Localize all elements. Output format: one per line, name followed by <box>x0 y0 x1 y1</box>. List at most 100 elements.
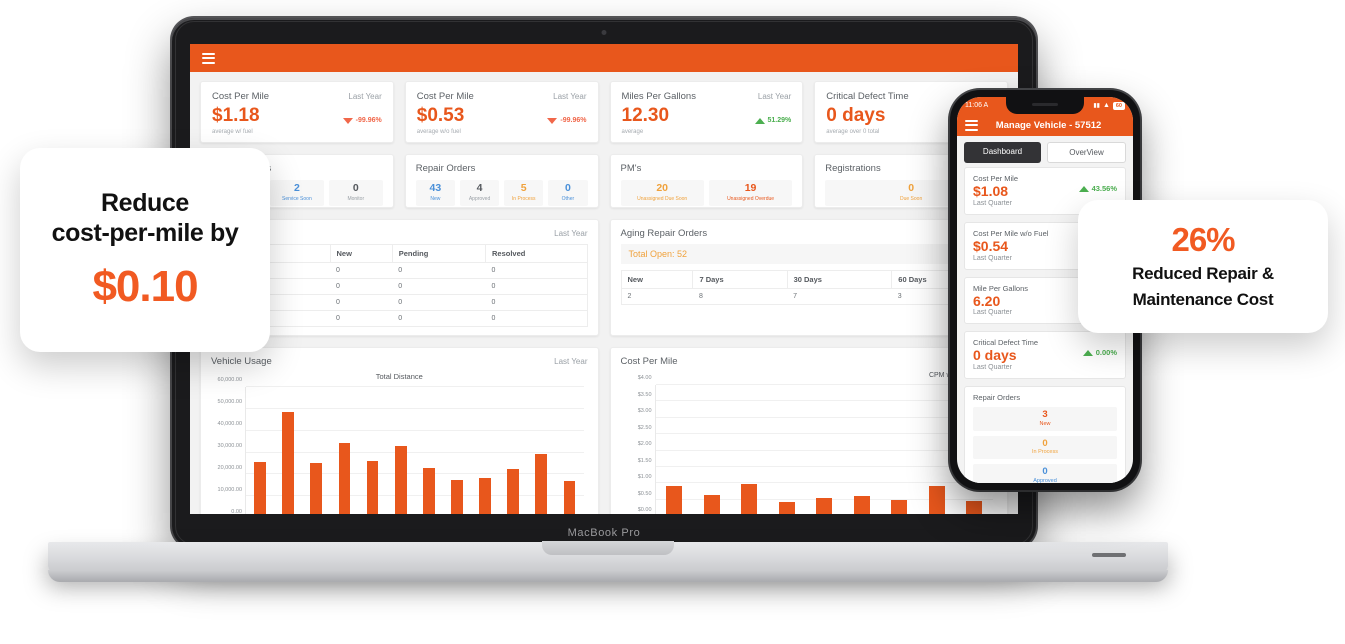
kpi-card-cost-per-mile-fuel[interactable]: Cost Per Mile Last Year $1.18 average w/… <box>200 81 394 143</box>
laptop-port-slot <box>1092 553 1126 557</box>
phone-notch <box>1006 97 1084 114</box>
bar[interactable] <box>479 477 491 514</box>
bar-slot <box>881 385 919 514</box>
counter-card-pms[interactable]: PM's 20 Unassigned Due Soon 19 Unassigne… <box>609 154 804 208</box>
callout-card-maintenance-cost: 26% Reduced Repair & Maintenance Cost <box>1078 200 1328 333</box>
grid-line: $2.00 <box>638 441 993 451</box>
bar-slot <box>806 385 844 514</box>
kpi-card-miles-per-gallon[interactable]: Miles Per Gallons Last Year 12.30 averag… <box>609 81 804 143</box>
counter-value: 0 <box>352 182 359 194</box>
callout-line-2: cost-per-mile by <box>51 219 239 247</box>
phone-kpi-value: 6.20 <box>973 292 1001 309</box>
counter-item[interactable]: 4 Approved <box>459 180 500 206</box>
bar[interactable] <box>666 485 683 514</box>
bar[interactable] <box>422 467 435 514</box>
kpi-period: Last Year <box>757 92 792 101</box>
callout-value: $0.10 <box>92 262 198 311</box>
tab-overview[interactable]: OverView <box>1047 142 1126 163</box>
bar[interactable] <box>366 461 379 514</box>
kpi-title: Miles Per Gallons <box>621 91 696 102</box>
kpi-card-cost-per-mile-nofuel[interactable]: Cost Per Mile Last Year $0.53 average w/… <box>404 81 599 143</box>
bar[interactable] <box>703 495 720 514</box>
phone-repair-orders-card[interactable]: Repair Orders 3 New 0 In Process 0 Appro… <box>964 386 1126 483</box>
bar-slot <box>918 385 956 514</box>
y-axis-tick: $1.50 <box>637 457 652 464</box>
kpi-row: Cost Per Mile Last Year $1.18 average w/… <box>200 81 1008 143</box>
kpi-value: $0.53 <box>416 105 465 126</box>
counter-item[interactable]: 43 New <box>415 180 455 206</box>
kpi-delta: -99.96% <box>547 117 587 124</box>
counter-list: 20 Unassigned Due Soon 19 Unassigned Ove… <box>620 180 793 206</box>
bar[interactable] <box>507 468 520 514</box>
cell: 0 <box>330 310 393 327</box>
trend-up-icon <box>1082 349 1093 356</box>
bar[interactable] <box>816 498 833 514</box>
grid-line: 60,000.00 <box>218 377 584 387</box>
bar-slot <box>843 385 881 514</box>
repair-order-item[interactable]: 0 In Process <box>973 435 1117 460</box>
bar[interactable] <box>254 462 266 514</box>
bar-slot <box>956 385 994 514</box>
bar[interactable] <box>966 501 983 514</box>
y-axis-tick: 0.00 <box>231 509 242 514</box>
counter-card-repair-orders[interactable]: Repair Orders 43 New 4 Approved <box>404 154 599 208</box>
tab-dashboard[interactable]: Dashboard <box>964 142 1041 163</box>
bar[interactable] <box>778 501 795 514</box>
repair-order-value: 0 <box>1042 466 1048 478</box>
status-indicators: ▮▮ ▲ 60 <box>1093 101 1125 110</box>
y-axis-tick: 50,000.00 <box>217 399 242 406</box>
cell: 7 <box>787 288 892 305</box>
laptop-notch-grip <box>542 541 674 555</box>
counter-card-title: PM's <box>620 163 642 174</box>
bar-slot <box>499 387 527 514</box>
bar[interactable] <box>741 484 758 514</box>
hamburger-icon[interactable] <box>965 119 978 131</box>
hamburger-icon[interactable] <box>202 52 215 64</box>
bar[interactable] <box>853 496 870 514</box>
chart-row: Vehicle Usage Last Year Total Distance 0… <box>200 347 1008 514</box>
bar[interactable] <box>282 412 295 514</box>
kpi-delta-value: 51.29% <box>767 117 792 124</box>
laptop-lid: Cost Per Mile Last Year $1.18 average w/… <box>172 18 1036 548</box>
counter-item[interactable]: 5 In Process <box>504 180 544 206</box>
kpi-title: Critical Defect Time <box>826 91 909 102</box>
bar[interactable] <box>535 453 548 514</box>
phone-app-header: Manage Vehicle - 57512 <box>957 114 1133 136</box>
grid-line: 40,000.00 <box>218 421 584 431</box>
counter-card-title: Registrations <box>825 163 881 174</box>
repair-order-label: In Process <box>1032 449 1058 456</box>
phone-kpi-value: 0 days <box>973 347 1017 364</box>
counter-item[interactable]: 2 Service Soon <box>269 180 324 206</box>
counter-label: Approved <box>468 195 491 202</box>
counter-card-title: Repair Orders <box>415 163 476 174</box>
bar-slot <box>359 387 387 514</box>
repair-order-label: New <box>1039 420 1051 427</box>
bar[interactable] <box>451 479 463 514</box>
column-header: 7 Days <box>692 270 788 289</box>
phone-kpi-critical-defect-time[interactable]: Critical Defect Time 0 days Last Quarter… <box>964 331 1126 380</box>
repair-order-item[interactable]: 3 New <box>973 407 1117 431</box>
counter-item[interactable]: 0 Other <box>548 180 588 206</box>
bar[interactable] <box>394 445 407 514</box>
app-header <box>190 44 1018 72</box>
bar[interactable] <box>563 480 576 514</box>
grid-line: $1.00 <box>638 474 993 484</box>
table-header-row: New 7 Days 30 Days 60 Days <box>620 270 997 289</box>
phone-kpi-value: $1.08 <box>973 183 1009 199</box>
cell: 0 <box>392 310 486 327</box>
bar[interactable] <box>338 442 351 514</box>
counter-item[interactable]: 0 Monitor <box>328 180 383 206</box>
phone-kpi-delta: 0.00% <box>1082 348 1117 357</box>
bar[interactable] <box>310 462 323 514</box>
phone-kpi-sub: Last Quarter <box>973 254 1012 262</box>
repair-order-item[interactable]: 0 Approved <box>973 464 1117 483</box>
counter-list: 43 New 4 Approved 5 In Process <box>415 180 588 206</box>
bar[interactable] <box>928 485 945 514</box>
aging-title: Aging Repair Orders <box>620 228 708 239</box>
bar[interactable] <box>891 500 908 514</box>
kpi-period: Last Year <box>348 92 382 101</box>
kpi-delta-value: -99.96% <box>560 117 587 124</box>
counter-item[interactable]: 19 Unassigned Overdue <box>708 180 793 206</box>
wifi-icon: ▲ <box>1102 102 1110 109</box>
counter-item[interactable]: 20 Unassigned Due Soon <box>620 180 704 206</box>
